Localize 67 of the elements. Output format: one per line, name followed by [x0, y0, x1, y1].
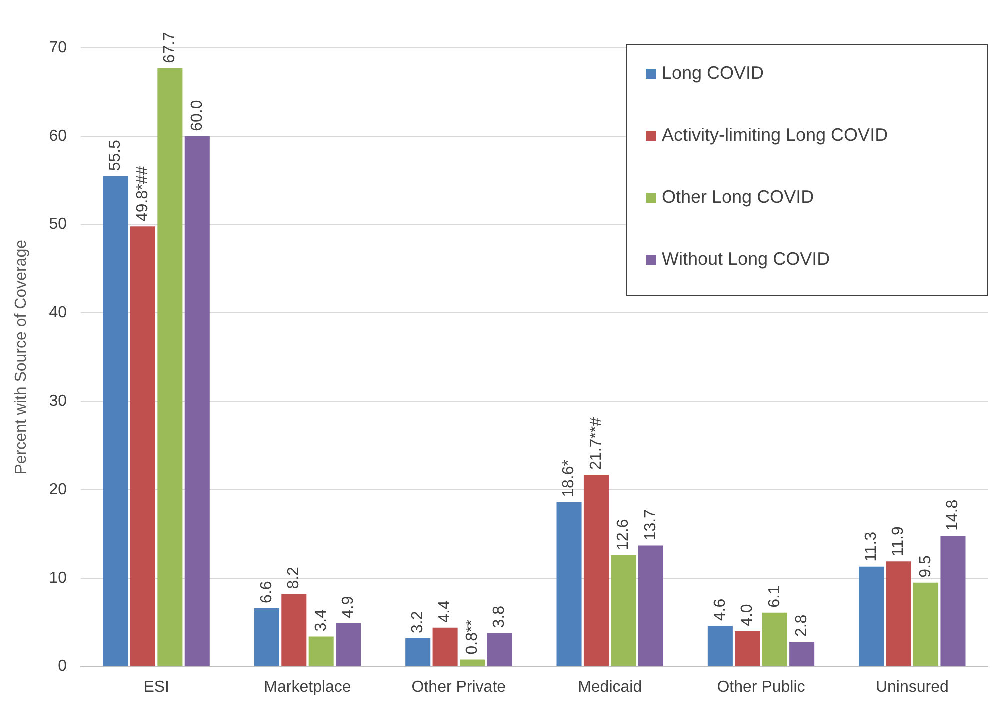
- x-tick-label: Other Public: [717, 678, 806, 696]
- bar: [130, 226, 156, 666]
- data-label: 11.3: [863, 532, 880, 562]
- y-tick-label: 20: [49, 481, 68, 498]
- bar: [336, 623, 362, 666]
- data-label: 67.7: [162, 32, 179, 64]
- data-label: 4.4: [436, 600, 454, 623]
- data-label: 3.8: [491, 606, 508, 628]
- data-label: 6.6: [258, 581, 276, 604]
- bar: [611, 555, 636, 666]
- x-tick-label: Medicaid: [578, 678, 642, 696]
- data-label: 9.5: [917, 555, 934, 578]
- bar: [487, 633, 512, 666]
- data-label: 0.8**: [464, 620, 481, 655]
- bar: [762, 612, 788, 666]
- bar: [940, 536, 966, 666]
- data-label: 21.7**#: [588, 417, 605, 470]
- data-label: 60.0: [188, 100, 206, 132]
- data-label: 6.1: [766, 586, 784, 608]
- x-tick-label: Marketplace: [264, 678, 352, 696]
- y-tick-label: 10: [49, 570, 68, 587]
- data-label: 8.2: [286, 566, 303, 590]
- data-label: 4.6: [712, 598, 729, 622]
- legend-label: Other Long COVID: [662, 186, 814, 207]
- bar: [184, 136, 210, 666]
- bar: [886, 562, 912, 666]
- bar: [790, 642, 815, 666]
- data-label: 18.6*: [560, 460, 578, 498]
- data-label: 3.2: [410, 611, 427, 634]
- legend-label: Long COVID: [662, 62, 764, 83]
- data-label: 2.8: [793, 614, 810, 638]
- data-label: 3.4: [312, 609, 330, 632]
- x-tick-label: ESI: [144, 678, 170, 696]
- bar: [859, 566, 884, 666]
- bar: [406, 638, 431, 666]
- bar: [556, 502, 582, 666]
- x-tick-label: Other Private: [412, 678, 506, 696]
- y-axis-title: Percent with Source of Coverage: [13, 240, 30, 475]
- y-tick-label: 50: [49, 216, 68, 234]
- bar: [432, 628, 458, 666]
- bar: [584, 474, 609, 666]
- data-label: 13.7: [642, 509, 660, 541]
- bar: [735, 631, 760, 666]
- data-label: 4.0: [739, 604, 756, 626]
- bar: [254, 608, 280, 666]
- data-label: 49.8*##: [134, 166, 152, 222]
- data-label: 11.9: [890, 526, 908, 557]
- bar: [308, 636, 334, 666]
- y-tick-label: 0: [58, 658, 68, 676]
- data-label: 14.8: [944, 500, 962, 531]
- bar: [708, 626, 733, 666]
- bar: [460, 660, 486, 666]
- y-tick-label: 40: [49, 304, 68, 322]
- bar: [638, 546, 664, 666]
- x-tick-label: Uninsured: [876, 678, 949, 696]
- legend-label: Without Long COVID: [662, 248, 830, 269]
- bar: [282, 594, 307, 666]
- bar: [158, 68, 183, 666]
- y-tick-label: 70: [49, 39, 68, 56]
- data-label: 55.5: [107, 140, 124, 172]
- bar: [914, 582, 939, 666]
- legend-label: Activity-limiting Long COVID: [662, 124, 888, 145]
- y-tick-label: 30: [49, 393, 68, 410]
- bar: [103, 176, 128, 666]
- data-label: 4.9: [340, 596, 357, 618]
- y-tick-label: 60: [49, 128, 68, 145]
- data-label: 12.6: [615, 519, 632, 550]
